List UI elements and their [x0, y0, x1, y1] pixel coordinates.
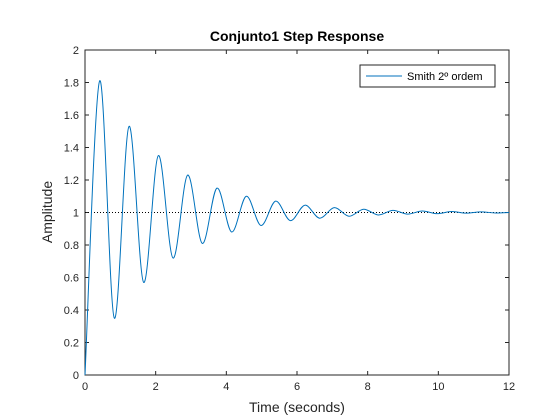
x-axis-label: Time (seconds) [249, 399, 345, 415]
y-tick-label: 1.4 [64, 143, 79, 155]
plot-area [84, 49, 510, 376]
y-tick-label: 1 [73, 208, 79, 220]
legend-entry-smith: Smith 2º ordem [407, 71, 483, 83]
y-tick-label: 1.8 [64, 78, 79, 90]
series-line-smith [84, 80, 510, 376]
x-tick-label: 6 [294, 381, 300, 393]
x-axis-ticks: 0 2 4 6 8 10 12 [82, 50, 515, 393]
chart-title: Conjunto1 Step Response [210, 28, 384, 44]
y-tick-label: 0.4 [64, 305, 79, 317]
y-axis-ticks: 0 0.2 0.4 0.6 0.8 1 1.2 1.4 1.6 1.8 2 [64, 45, 509, 382]
x-tick-label: 8 [365, 381, 371, 393]
y-tick-label: 1.2 [64, 175, 79, 187]
y-tick-label: 0.2 [64, 338, 79, 350]
y-axis-label: Amplitude [39, 181, 55, 243]
legend: Smith 2º ordem [359, 64, 496, 88]
x-tick-label: 2 [153, 381, 159, 393]
legend-box [359, 64, 496, 88]
y-tick-label: 1.6 [64, 110, 79, 122]
y-tick-label: 0.6 [64, 273, 79, 285]
x-tick-label: 0 [82, 381, 88, 393]
x-tick-label: 10 [432, 381, 444, 393]
y-tick-label: 0 [73, 370, 79, 382]
x-tick-label: 4 [223, 381, 229, 393]
y-tick-label: 0.8 [64, 240, 79, 252]
x-tick-label: 12 [503, 381, 515, 393]
y-tick-label: 2 [73, 45, 79, 57]
